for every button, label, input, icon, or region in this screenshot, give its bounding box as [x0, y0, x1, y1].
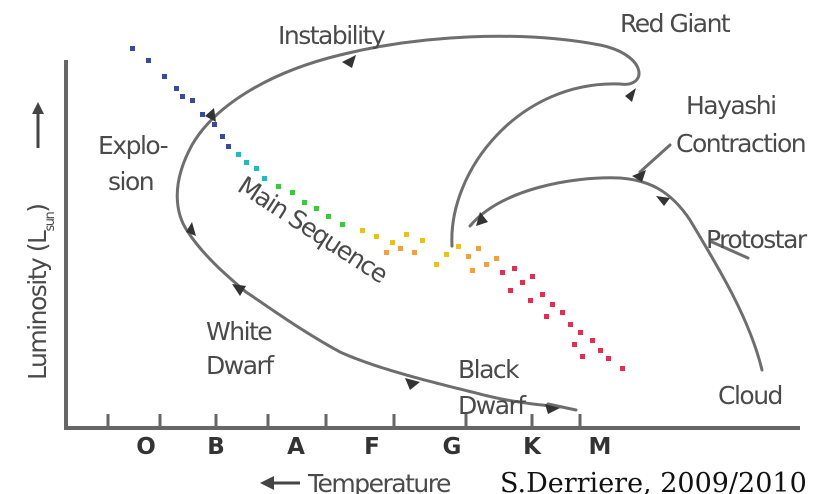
protostar-pointer	[710, 240, 750, 260]
white-dwarf-path	[244, 290, 564, 409]
instability-label: Instability	[278, 21, 386, 50]
y-label-main: Luminosity (L	[23, 230, 52, 380]
hayashi-path	[468, 176, 764, 372]
orange-stars	[384, 246, 499, 273]
class-m: M	[589, 434, 612, 460]
y-axis-arrow-head	[32, 102, 44, 114]
black-dwarf-label-1: Black	[458, 355, 520, 384]
x-axis-arrow-head	[260, 476, 274, 490]
red-stars	[500, 266, 625, 371]
class-g: G	[443, 434, 462, 460]
main-sequence-stars	[130, 46, 625, 371]
y-label-sub: sun	[43, 212, 58, 232]
svg-text:Luminosity (Lsun): Luminosity (Lsun)	[23, 205, 58, 381]
green-stars	[276, 184, 345, 227]
red-giant-label: Red Giant	[620, 9, 731, 38]
protostar-label: Protostar	[706, 225, 808, 254]
cloud-label: Cloud	[718, 381, 782, 410]
axes-frame	[64, 60, 800, 430]
hayashi-pointer	[638, 143, 672, 174]
x-axis-label: Temperature	[307, 469, 451, 494]
white-dwarf-label-1: White	[206, 317, 272, 346]
class-o: O	[136, 434, 156, 460]
y-axis-label: Luminosity (Lsun)	[23, 102, 58, 380]
main-sequence-label: Main Sequence	[233, 171, 394, 289]
cyan-stars	[236, 152, 267, 181]
path-arrows	[186, 55, 670, 414]
explosion-label-2: sion	[108, 167, 153, 196]
class-b: B	[207, 434, 225, 460]
credit-text: S.Derriere, 2009/2010	[500, 468, 807, 494]
explosion-label-1: Explo-	[98, 131, 168, 160]
class-k: K	[523, 434, 542, 460]
x-ticks	[106, 414, 582, 428]
hayashi-label-2: Contraction	[676, 129, 805, 158]
black-dwarf-pointer	[546, 402, 578, 412]
hayashi-label-1: Hayashi	[686, 91, 776, 120]
white-dwarf-label-2: Dwarf	[206, 351, 275, 380]
instability-loop-path	[175, 34, 641, 294]
black-dwarf-label-2: Dwarf	[458, 391, 527, 420]
class-f: F	[364, 434, 380, 460]
y-label-close: )	[23, 205, 52, 213]
yellow-stars	[360, 228, 461, 267]
hot-stars	[130, 46, 231, 149]
class-a: A	[287, 434, 305, 460]
